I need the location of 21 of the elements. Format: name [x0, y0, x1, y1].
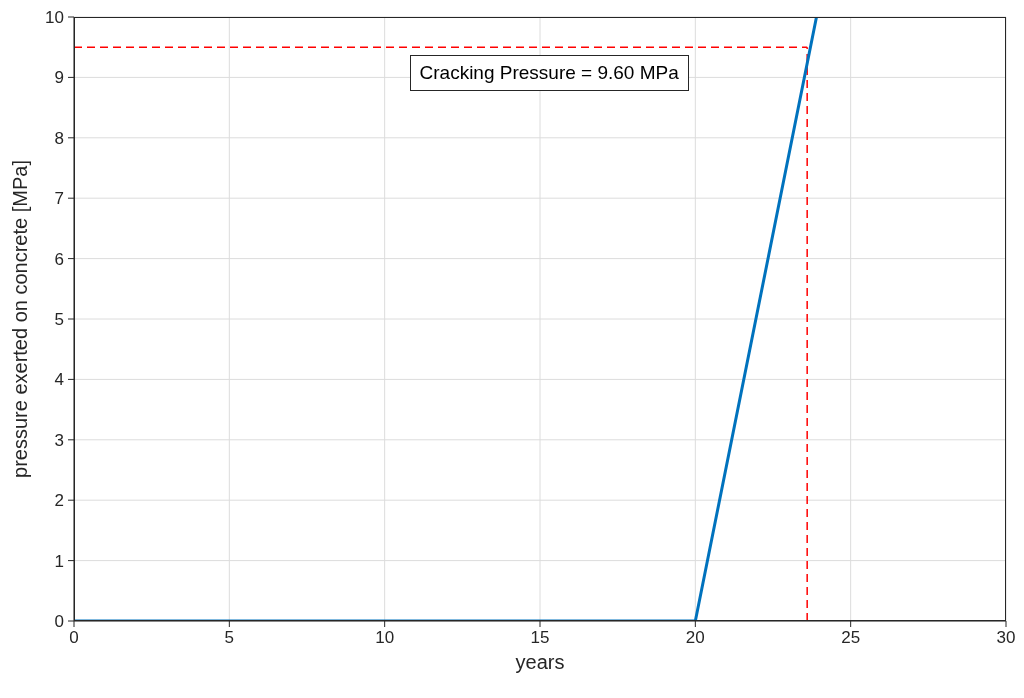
- y-axis-title: pressure exerted on concrete [MPa]: [9, 160, 32, 478]
- x-tick-label: 30: [996, 628, 1016, 648]
- y-tick-label: 6: [54, 249, 64, 269]
- annotation: Cracking Pressure = 9.60 MPa: [409, 55, 689, 91]
- x-tick-label: 10: [375, 628, 395, 648]
- y-tick-label: 7: [54, 189, 64, 209]
- y-tick-label: 5: [54, 310, 64, 330]
- y-tick-label: 4: [54, 370, 64, 390]
- x-tick-label: 25: [841, 628, 861, 648]
- y-tick-label: 9: [54, 68, 64, 88]
- y-tick-label: 2: [54, 491, 64, 511]
- y-tick-label: 10: [45, 8, 64, 28]
- y-tick-label: 0: [54, 612, 64, 632]
- x-tick-label: 5: [224, 628, 235, 648]
- x-tick-label: 0: [69, 628, 79, 648]
- y-tick-label: 3: [54, 430, 64, 450]
- y-tick-label: 8: [54, 128, 64, 148]
- y-tick-label: 1: [54, 551, 64, 571]
- x-axis-title: years: [515, 651, 565, 673]
- x-tick-label: 15: [530, 628, 550, 648]
- x-tick-label: 20: [685, 628, 705, 648]
